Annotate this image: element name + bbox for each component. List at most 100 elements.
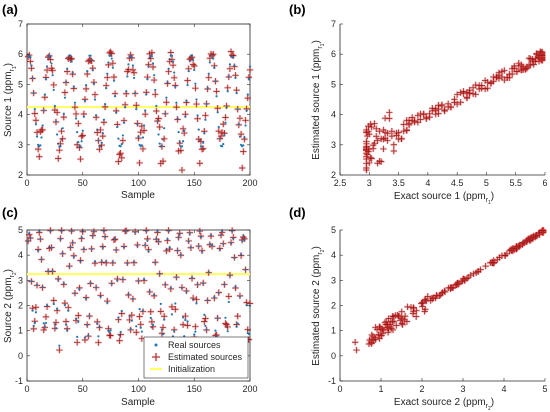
panel-a-real-point <box>158 142 161 145</box>
panel-c-real-point <box>27 239 30 243</box>
panel-b-ytick-label: 6 <box>331 49 336 59</box>
panel-b-xtick-label: 5 <box>484 178 489 188</box>
panel-b-ylabel: Estimated source 1 (ppmr1) <box>311 40 326 160</box>
panel-c-real-point <box>97 335 100 338</box>
panel-c-real-point <box>67 309 70 312</box>
panel-a-real-point <box>61 127 64 130</box>
panel-b-xlabel-subsub: 1 <box>488 200 491 206</box>
panel-a-real-point <box>110 57 113 60</box>
panel-c-real-point <box>148 290 151 293</box>
panel-a-real-point <box>185 99 188 102</box>
panel-c-real-point <box>79 260 82 263</box>
panel-d-estimated-point <box>401 312 409 320</box>
panel-a-real-point <box>243 136 246 139</box>
panel-a-estimated-point <box>224 84 231 91</box>
panel-d-estimated-point <box>418 300 425 307</box>
panel-a-ylabel-sub: r <box>9 68 16 71</box>
panel-c-real-point <box>34 311 38 314</box>
panel-b-estimated-point <box>403 117 410 124</box>
panel-a-real-point <box>214 79 217 82</box>
panel-b-estimated-point <box>365 148 372 155</box>
panel-a-estimated-point <box>87 57 94 64</box>
panel-a-real-point <box>193 68 196 72</box>
panel-a-real-point <box>174 85 177 88</box>
panel-d-xlabel-subsub: 2 <box>488 406 491 412</box>
panel-c-real-point <box>161 333 165 336</box>
panel-c-estimated-point <box>168 303 176 311</box>
panel-a-real-point <box>34 123 38 126</box>
panel-b-estimated-point <box>469 84 477 91</box>
panel-a-real-point <box>175 101 178 104</box>
panel-a-real-point <box>171 60 175 63</box>
panel-c-real-point <box>105 260 108 263</box>
panel-a-estimated-point <box>149 63 157 71</box>
panel-c-real-point <box>142 278 146 281</box>
panel-a-real-point <box>173 71 176 74</box>
panel-a-estimated-point <box>197 138 205 145</box>
panel-b-estimated-point <box>519 63 527 70</box>
panel-a-real-point <box>89 54 92 57</box>
panel-a-real-point <box>235 91 238 95</box>
panel-a-real-point <box>102 118 106 121</box>
panel-d-estimated-point <box>506 247 513 254</box>
panel-c-real-point <box>206 299 209 302</box>
panel-a-real-point <box>225 106 228 109</box>
panel-c-real-point <box>216 317 219 320</box>
panel-d-axes-box <box>340 230 545 381</box>
panel-a-real-point <box>136 123 139 126</box>
panel-b-estimated-point <box>420 111 427 118</box>
panel-a-real-point <box>93 98 97 101</box>
panel-b-estimated-point <box>374 160 381 167</box>
panel-b-estimated-point <box>405 121 413 129</box>
panel-b-estimated-point <box>463 94 471 102</box>
panel-c-real-point <box>192 298 195 301</box>
panel-a-estimated-point <box>189 61 197 68</box>
panel-a-estimated-point <box>55 155 62 162</box>
panel-c-ylabel-close: ) <box>3 269 14 272</box>
panel-c-ytick-label: -1 <box>15 376 23 386</box>
panel-c-real-point <box>68 265 71 268</box>
panel-a-real-point <box>176 117 179 120</box>
panel-a-estimated-point <box>242 117 249 124</box>
panel-c-real-point <box>221 230 224 233</box>
panel-a-real-point <box>45 65 49 68</box>
panel-a-real-point <box>142 124 146 127</box>
panel-a-real-point <box>222 143 225 146</box>
panel-a-estimated-point <box>196 160 204 167</box>
panel-d-estimated-point <box>519 240 526 247</box>
panel-b-estimated-point <box>381 134 389 142</box>
panel-b-estimated-point <box>376 127 383 135</box>
panel-c-real-point <box>226 330 229 333</box>
panel-a-real-point <box>144 109 147 112</box>
panel-c-real-point <box>205 328 208 331</box>
panel-b-estimated-point <box>400 121 407 128</box>
panel-a-xtick-label: 0 <box>24 178 29 188</box>
panel-b-estimated-point <box>498 73 506 81</box>
panel-a-real-point <box>165 96 168 99</box>
panel-b-chart: 2.5 3 3.5 4 4.5 5 5.5 6 2 3 4 5 6 7 Exact source 1 (p… <box>311 19 548 206</box>
panel-a-real-point <box>66 67 69 70</box>
panel-a-real-point <box>73 101 77 104</box>
panel-a-estimated-point <box>140 127 148 134</box>
panel-d-estimated-point <box>539 227 547 234</box>
panel-b-xtick-label: 3.5 <box>392 178 405 188</box>
panel-c-estimated-point <box>184 322 191 329</box>
panel-b-estimated-point <box>414 112 422 119</box>
panel-c-real-point <box>66 328 69 332</box>
panel-c-real-point <box>137 279 140 282</box>
panel-b-xlabel-close: ) <box>491 191 494 202</box>
panel-d-estimated-point <box>532 233 539 241</box>
panel-c-real-point <box>166 238 169 241</box>
panel-a-real-point <box>202 141 205 144</box>
panel-a-real-point <box>119 145 122 148</box>
panel-a-real-point <box>103 103 107 106</box>
panel-d-ytick-label: 3 <box>331 275 336 285</box>
panel-b-ticks: 2.5 3 3.5 4 4.5 5 5.5 6 2 3 4 5 6 7 <box>331 19 548 188</box>
panel-a-estimated-point <box>59 135 66 142</box>
panel-c-real-point <box>101 246 104 249</box>
panel-c-real-point <box>91 234 94 238</box>
panel-b-estimated-point <box>373 133 380 140</box>
panel-a-estimated-point <box>148 49 156 56</box>
panel-d-estimated-point <box>463 275 471 282</box>
